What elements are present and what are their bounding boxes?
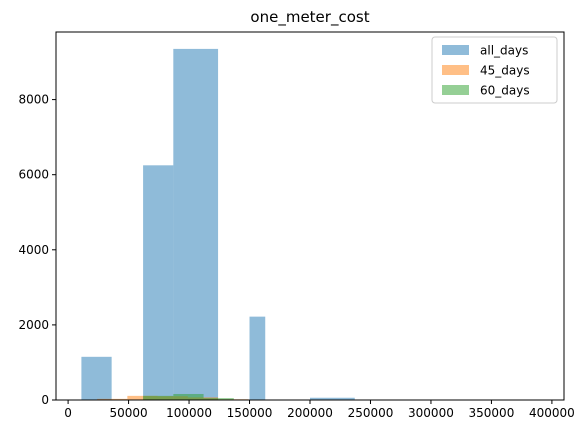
x-tick-label: 50000 (109, 406, 147, 420)
x-axis: 0 50000 100000 150000 200000 250000 300000 3500… (64, 400, 575, 420)
legend-label-45_days: 45_days (480, 64, 530, 78)
legend-swatch-45_days (442, 65, 469, 75)
y-tick-label: 2000 (18, 318, 49, 332)
x-tick-label: 400000 (529, 406, 575, 420)
bar-60_days-1 (173, 393, 204, 400)
bar-45_days-1 (127, 395, 158, 400)
x-tick-label: 100000 (166, 406, 212, 420)
x-tick-label: 150000 (227, 406, 273, 420)
bar-45_days-0 (97, 398, 128, 400)
bar-all_days-7 (310, 397, 355, 400)
x-tick-label: 300000 (408, 406, 454, 420)
bar-all_days-0 (81, 356, 112, 400)
x-tick-label: 200000 (287, 406, 333, 420)
y-axis: 0 2000 4000 6000 8000 (18, 93, 56, 407)
y-tick-label: 4000 (18, 243, 49, 257)
x-tick-label: 250000 (348, 406, 394, 420)
y-tick-label: 6000 (18, 168, 49, 182)
bars-layer (81, 48, 355, 401)
x-tick-label: 0 (64, 406, 72, 420)
bar-60_days-2 (203, 398, 234, 400)
chart-title: one_meter_cost (250, 8, 369, 27)
x-tick-label: 350000 (469, 406, 515, 420)
bar-60_days-0 (143, 395, 174, 400)
y-tick-label: 0 (41, 393, 49, 407)
legend-label-60_days: 60_days (480, 84, 530, 98)
legend-swatch-60_days (442, 85, 469, 95)
legend-swatch-all_days (442, 45, 469, 55)
bar-all_days-5 (249, 316, 266, 400)
bar-all_days-2 (143, 165, 174, 400)
legend: all_days 45_days 60_days (431, 36, 558, 104)
legend-label-all_days: all_days (480, 44, 528, 58)
y-tick-label: 8000 (18, 93, 49, 107)
bar-all_days-3 (173, 48, 219, 401)
